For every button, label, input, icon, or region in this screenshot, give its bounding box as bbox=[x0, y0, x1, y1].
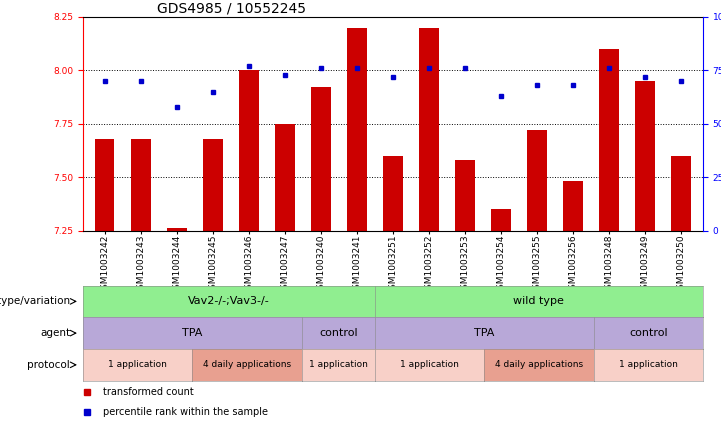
Text: TPA: TPA bbox=[182, 328, 203, 338]
Bar bbox=[94, 139, 115, 231]
Text: control: control bbox=[629, 328, 668, 338]
Bar bbox=[131, 139, 151, 231]
Bar bbox=[203, 139, 223, 231]
Bar bbox=[527, 130, 547, 231]
Bar bbox=[347, 27, 367, 231]
Bar bbox=[491, 209, 511, 231]
Bar bbox=[419, 27, 439, 231]
Bar bbox=[599, 49, 619, 231]
Bar bbox=[239, 70, 259, 231]
Text: 1 application: 1 application bbox=[400, 360, 459, 369]
Text: GDS4985 / 10552245: GDS4985 / 10552245 bbox=[157, 2, 306, 16]
Bar bbox=[671, 156, 691, 231]
Text: genotype/variation: genotype/variation bbox=[0, 297, 70, 306]
Text: control: control bbox=[319, 328, 358, 338]
Bar bbox=[167, 228, 187, 231]
Bar bbox=[311, 88, 331, 231]
Text: TPA: TPA bbox=[474, 328, 495, 338]
Text: protocol: protocol bbox=[27, 360, 70, 370]
Text: agent: agent bbox=[40, 328, 70, 338]
Bar bbox=[635, 81, 655, 231]
Text: Vav2-/-;Vav3-/-: Vav2-/-;Vav3-/- bbox=[188, 297, 270, 306]
Text: 4 daily applications: 4 daily applications bbox=[203, 360, 291, 369]
Text: percentile rank within the sample: percentile rank within the sample bbox=[103, 407, 267, 417]
Bar bbox=[563, 181, 583, 231]
Text: transformed count: transformed count bbox=[103, 387, 193, 397]
Text: 1 application: 1 application bbox=[309, 360, 368, 369]
Text: 4 daily applications: 4 daily applications bbox=[495, 360, 583, 369]
Bar bbox=[383, 156, 403, 231]
Text: wild type: wild type bbox=[513, 297, 565, 306]
Bar bbox=[455, 160, 475, 231]
Text: 1 application: 1 application bbox=[619, 360, 678, 369]
Bar bbox=[275, 124, 295, 231]
Text: 1 application: 1 application bbox=[108, 360, 167, 369]
